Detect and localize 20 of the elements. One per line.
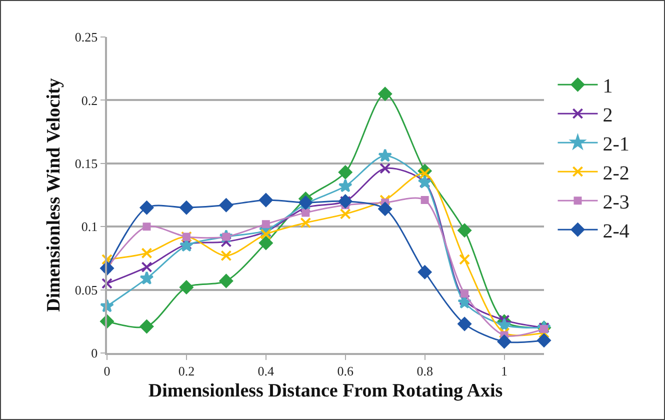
- y-axis-title: Dimensionless Wind Velocity: [43, 78, 64, 312]
- legend-label: 2-3: [602, 191, 630, 214]
- y-tick-label: 0.05: [74, 282, 98, 298]
- x-tick-label: 0.2: [178, 363, 195, 378]
- x-axis-title: Dimensionless Distance From Rotating Axis: [148, 380, 503, 402]
- y-tick-label: 0.25: [74, 30, 98, 45]
- x-tick-label: 0: [104, 363, 110, 378]
- legend-label: 2-4: [602, 220, 630, 242]
- y-tick-label: 0: [91, 346, 98, 361]
- y-tick-label: 0.1: [81, 219, 98, 234]
- x-tick-label: 0.4: [258, 363, 275, 378]
- legend-label: 2-2: [602, 162, 630, 184]
- legend-label: 2: [602, 104, 613, 126]
- legend-label: 1: [602, 75, 613, 98]
- y-tick-label: 0.2: [81, 92, 98, 108]
- x-tick-label: 0.8: [416, 363, 433, 378]
- x-tick-label: 1: [501, 363, 508, 378]
- x-tick-label: 0.6: [337, 363, 354, 378]
- y-tick-label: 0.15: [74, 156, 98, 171]
- legend-label: 2-1: [602, 133, 630, 156]
